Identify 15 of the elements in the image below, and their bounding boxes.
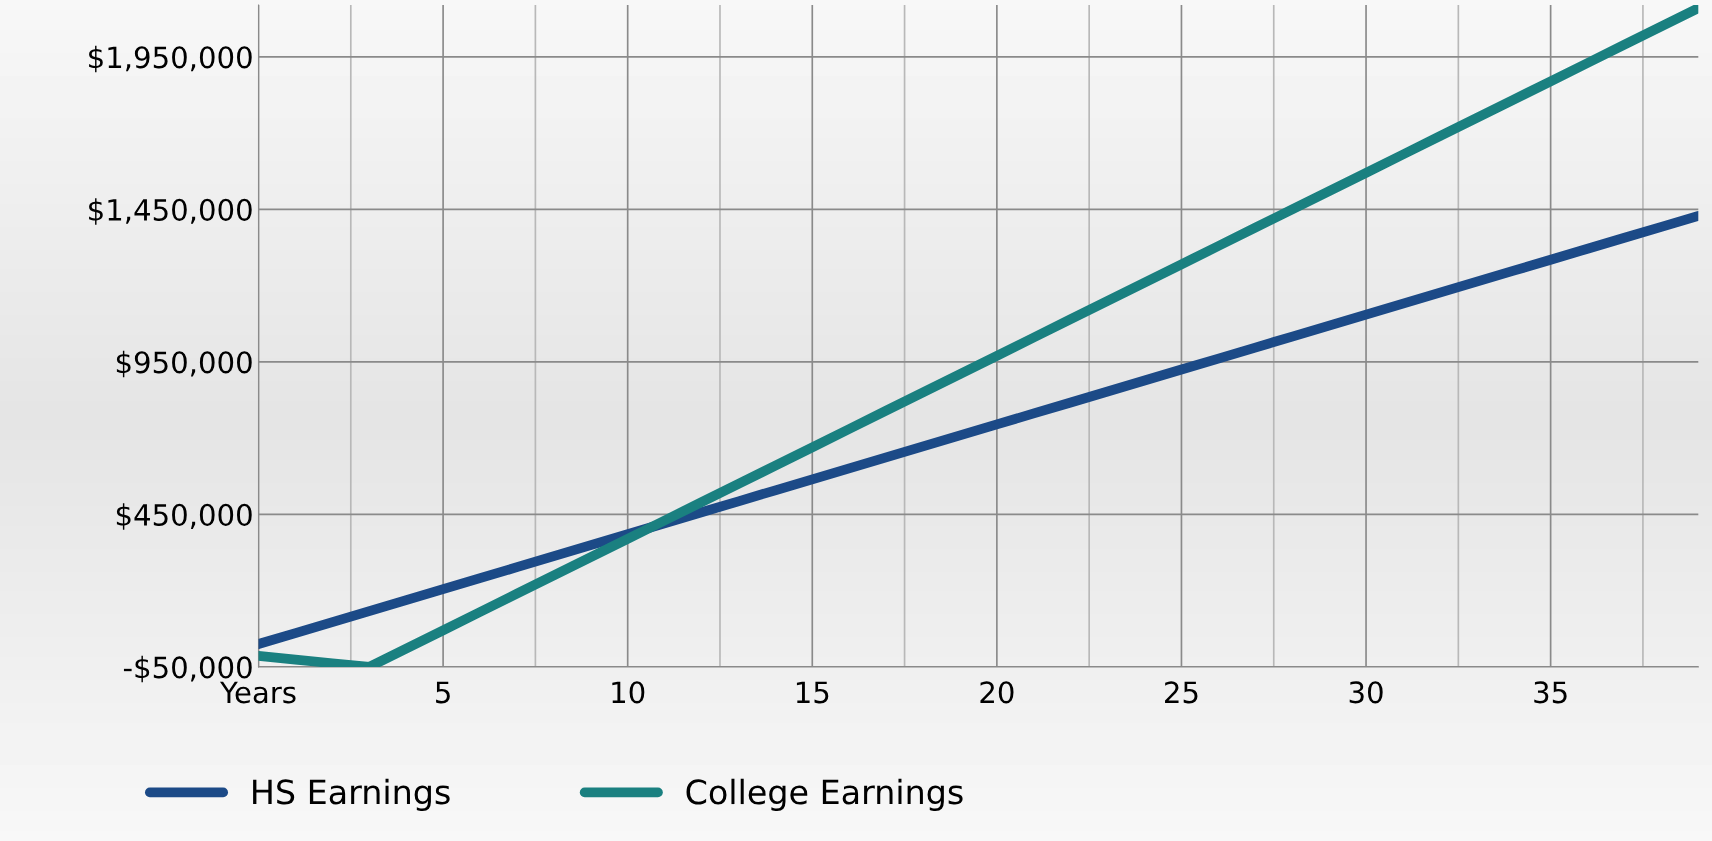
legend-label: HS Earnings — [253, 778, 450, 811]
x-tick-label: Years — [219, 681, 296, 704]
x-tick-label: 10 — [612, 681, 645, 704]
y-tick-label: $450,000 — [116, 503, 252, 530]
y-tick-label: $1,450,000 — [89, 198, 252, 225]
legend-label: College Earnings — [686, 778, 963, 811]
x-tick-label: 15 — [796, 681, 829, 704]
x-tick-label: 25 — [1165, 681, 1198, 704]
y-tick-label: $950,000 — [116, 350, 252, 378]
y-tick-label: $1,950,000 — [89, 45, 252, 73]
x-tick-label: 20 — [980, 681, 1014, 704]
x-tick-label: 30 — [1349, 681, 1383, 704]
x-tick-label: 35 — [1534, 681, 1567, 704]
y-tick-label: -$50,000 — [123, 655, 252, 683]
x-tick-label: 5 — [436, 681, 450, 704]
